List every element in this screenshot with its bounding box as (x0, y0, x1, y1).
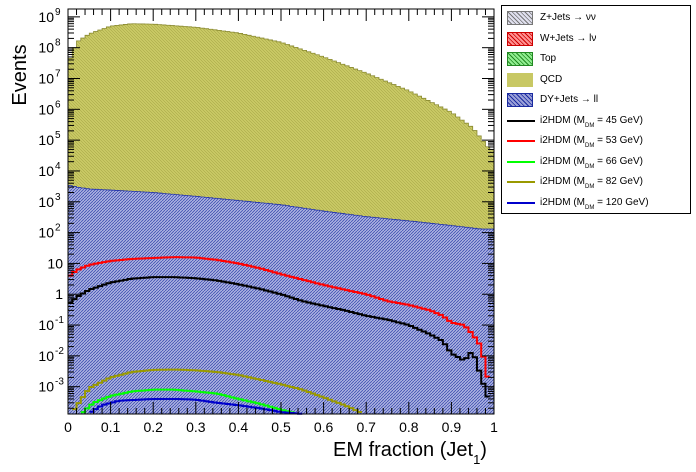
legend-entry-signal: i2HDM (MDM = 66 GeV) (502, 152, 690, 172)
x-tick-label: 0.8 (399, 419, 419, 435)
y-tick-exponent: 9 (55, 7, 61, 18)
x-tick-label: 0.4 (229, 419, 249, 435)
dy-jets-area (67, 185, 495, 415)
y-tick-exponent: -3 (55, 377, 64, 388)
legend-label: Z+Jets → νν (540, 12, 596, 23)
y-tick-label: 10 (38, 71, 54, 87)
y-tick-exponent: 7 (55, 69, 61, 80)
legend-swatch (507, 52, 533, 66)
y-tick-label: 10 (38, 225, 54, 241)
y-tick-exponent: 5 (55, 130, 61, 141)
y-axis-label: Events (9, 44, 31, 105)
legend-entry-background: Z+Jets → νν (502, 8, 690, 28)
legend-swatch (507, 93, 533, 107)
y-tick-exponent: -1 (55, 315, 64, 326)
legend-line (507, 119, 535, 122)
y-tick-label: 10 (38, 101, 54, 117)
legend: Z+Jets → νν W+Jets → lν Top QCD DY+Jets → ll… (501, 5, 691, 214)
axes: 0 0.1 0.2 0.3 0.4 0.5 0.6 0.7 0.8 0.9 110 -310 -210-… (38, 7, 498, 435)
plot-area (67, 9, 495, 415)
signal-line-0 (68, 276, 490, 398)
x-tick-label: 0.6 (314, 419, 334, 435)
x-tick-label: 0.5 (271, 419, 291, 435)
x-tick-label: 0.2 (143, 419, 163, 435)
legend-swatch (507, 11, 533, 25)
y-tick-exponent: 8 (55, 38, 61, 49)
y-tick-label: 10 (38, 317, 54, 333)
signal-line-2 (80, 388, 299, 415)
y-tick-exponent: 3 (55, 192, 61, 203)
x-axis-label: EM fraction (Jet1) (333, 439, 487, 467)
legend-entry-signal: i2HDM (MDM = 82 GeV) (502, 172, 690, 192)
y-tick-label: 10 (38, 379, 54, 395)
legend-label: i2HDM (MDM = 45 GeV) (540, 114, 643, 129)
legend-entry-signal: i2HDM (MDM = 53 GeV) (502, 131, 690, 151)
legend-entry-background: Top (502, 49, 690, 69)
legend-label: W+Jets → lν (540, 32, 597, 44)
y-tick-label: 10 (38, 40, 54, 56)
legend-label: i2HDM (MDM = 82 GeV) (540, 176, 643, 190)
x-tick-label: 0.1 (101, 419, 121, 435)
legend-label: i2HDM (MDM = 120 GeV) (540, 196, 649, 211)
signal-line-3 (72, 368, 362, 414)
legend-label: i2HDM (MDM = 53 GeV) (540, 135, 643, 149)
legend-line (507, 140, 535, 142)
legend-entry-background: DY+Jets → ll (502, 90, 690, 110)
x-tick-label: 1 (490, 419, 498, 435)
legend-line (507, 201, 535, 204)
legend-swatch (507, 31, 533, 46)
y-tick-exponent: 2 (55, 223, 61, 234)
x-tick-label: 0.7 (356, 419, 376, 435)
y-tick-label: 10 (38, 348, 54, 364)
signal-line-1 (68, 256, 490, 378)
legend-label: i2HDM (MDM = 66 GeV) (540, 155, 643, 170)
x-tick-label: 0.3 (186, 419, 206, 435)
y-tick-label: 10 (38, 9, 54, 25)
legend-label: QCD (540, 73, 563, 85)
x-tick-label: 0 (64, 419, 72, 435)
legend-label: DY+Jets → ll (540, 94, 599, 105)
legend-entry-background: QCD (502, 70, 690, 90)
x-tick-label: 0.9 (442, 419, 462, 435)
y-tick-exponent: 4 (55, 161, 61, 172)
legend-label: Top (540, 53, 557, 64)
signal-line-4 (89, 397, 303, 415)
y-tick-label: 10 (47, 255, 63, 271)
y-tick-exponent: -2 (55, 346, 64, 357)
y-tick-label: 10 (38, 163, 54, 179)
legend-entry-signal: i2HDM (MDM = 45 GeV) (502, 111, 690, 131)
y-tick-label: 10 (38, 132, 54, 148)
legend-swatch (507, 72, 533, 87)
legend-line (507, 181, 535, 183)
legend-entry-background: W+Jets → lν (502, 29, 690, 49)
y-tick-label: 1 (55, 286, 63, 302)
legend-entry-signal: i2HDM (MDM = 120 GeV) (502, 193, 690, 213)
legend-line (507, 160, 535, 163)
y-tick-exponent: 6 (55, 99, 61, 110)
y-tick-label: 10 (38, 194, 54, 210)
